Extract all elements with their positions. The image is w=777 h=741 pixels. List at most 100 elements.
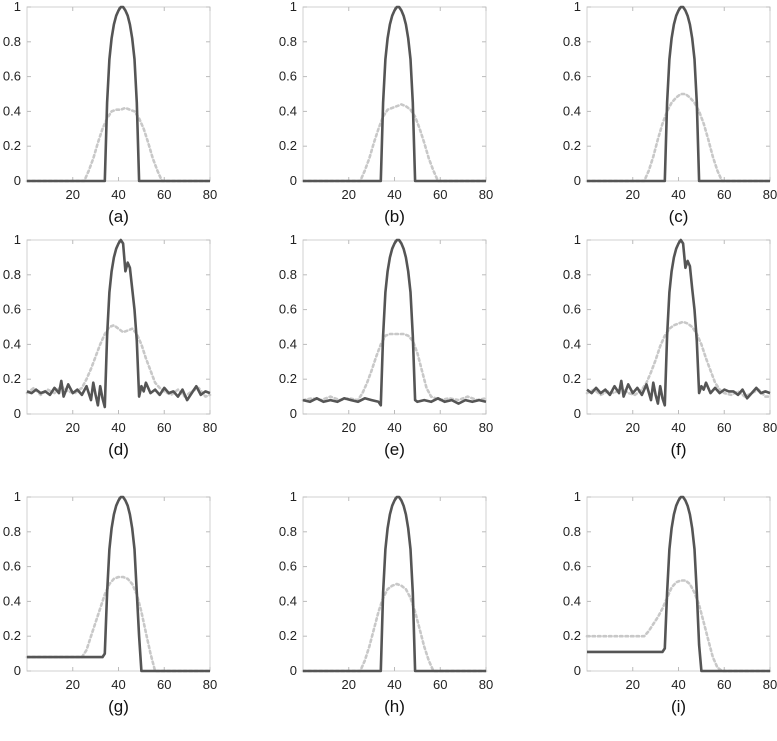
y-tick-label: 1 xyxy=(14,0,21,14)
y-tick-label: 0.8 xyxy=(3,267,21,282)
x-tick-label: 60 xyxy=(717,187,731,202)
x-tick-label: 20 xyxy=(66,677,80,692)
y-tick-label: 0.4 xyxy=(563,593,581,608)
y-tick-label: 0.4 xyxy=(563,103,581,118)
solid-series-line xyxy=(303,495,486,673)
y-tick-label: 0.4 xyxy=(279,336,297,351)
x-tick-label: 20 xyxy=(66,420,80,435)
y-tick-label: 0.2 xyxy=(563,138,581,153)
y-tick-label: 0.2 xyxy=(563,628,581,643)
plot-frame xyxy=(302,6,487,182)
panel-1: 0 0.2 0.4 0.6 0.8 1 20 40 60 80 (a) xyxy=(3,0,217,226)
dotted-series-line xyxy=(301,332,488,402)
x-tick-label: 80 xyxy=(763,187,777,202)
y-tick-label: 0.8 xyxy=(563,267,581,282)
panel-caption: (g) xyxy=(108,697,129,716)
y-tick-label: 0.2 xyxy=(3,628,21,643)
dotted-series-line xyxy=(585,92,772,183)
x-tick-label: 80 xyxy=(479,677,493,692)
x-tick-label: 20 xyxy=(342,420,356,435)
y-tick-label: 0.4 xyxy=(563,336,581,351)
y-tick-label: 0 xyxy=(14,663,21,678)
y-tick-label: 0.8 xyxy=(279,267,297,282)
panel-caption: (b) xyxy=(384,207,405,226)
plot-frame xyxy=(26,496,211,672)
y-tick-label: 0 xyxy=(574,173,581,188)
x-tick-label: 40 xyxy=(111,420,125,435)
x-tick-label: 40 xyxy=(671,187,685,202)
panel-2: 0 0.2 0.4 0.6 0.8 1 20 40 60 80 (b) xyxy=(279,0,493,226)
y-tick-label: 0.6 xyxy=(279,69,297,84)
y-tick-label: 0.8 xyxy=(3,34,21,49)
panel-caption: (f) xyxy=(670,440,686,459)
dotted-series-line xyxy=(301,103,488,183)
y-tick-label: 0.6 xyxy=(3,559,21,574)
x-tick-label: 20 xyxy=(342,187,356,202)
y-tick-label: 0 xyxy=(574,663,581,678)
y-tick-label: 0.4 xyxy=(3,336,21,351)
x-tick-label: 40 xyxy=(111,677,125,692)
x-tick-label: 40 xyxy=(671,677,685,692)
x-tick-label: 80 xyxy=(479,187,493,202)
y-tick-label: 0 xyxy=(290,663,297,678)
y-tick-label: 0.2 xyxy=(3,371,21,386)
solid-series-line xyxy=(27,5,210,183)
x-tick-label: 20 xyxy=(66,187,80,202)
panel-caption: (i) xyxy=(671,697,686,716)
y-tick-label: 0.2 xyxy=(3,138,21,153)
x-tick-label: 80 xyxy=(203,187,217,202)
dotted-series-line xyxy=(301,582,488,673)
plot-frame xyxy=(26,6,211,182)
solid-series-line xyxy=(586,238,771,407)
y-tick-label: 0.6 xyxy=(563,69,581,84)
y-tick-label: 0.2 xyxy=(563,371,581,386)
x-tick-label: 40 xyxy=(387,677,401,692)
x-tick-label: 80 xyxy=(763,677,777,692)
y-tick-label: 0.6 xyxy=(563,302,581,317)
y-tick-label: 0.4 xyxy=(279,593,297,608)
y-tick-label: 0.8 xyxy=(279,34,297,49)
y-tick-label: 0.2 xyxy=(279,138,297,153)
dotted-series-line xyxy=(25,575,212,673)
x-tick-label: 60 xyxy=(157,187,171,202)
y-tick-label: 0 xyxy=(290,406,297,421)
x-tick-label: 60 xyxy=(433,420,447,435)
dotted-series-line xyxy=(25,106,212,183)
x-tick-label: 80 xyxy=(203,677,217,692)
y-tick-label: 0.8 xyxy=(563,34,581,49)
x-tick-label: 20 xyxy=(626,677,640,692)
y-tick-label: 0 xyxy=(14,406,21,421)
y-tick-label: 0.4 xyxy=(279,103,297,118)
x-tick-label: 80 xyxy=(203,420,217,435)
y-tick-label: 1 xyxy=(574,0,581,14)
panel-caption: (a) xyxy=(108,207,129,226)
panel-4: 0 0.2 0.4 0.6 0.8 1 20 40 60 80 (d) xyxy=(3,232,217,459)
panel-caption: (e) xyxy=(384,440,405,459)
y-tick-label: 0.8 xyxy=(279,524,297,539)
solid-series-line xyxy=(302,238,487,407)
x-tick-label: 40 xyxy=(111,187,125,202)
panel-6: 0 0.2 0.4 0.6 0.8 1 20 40 60 80 (f) xyxy=(563,232,777,459)
panel-caption: (d) xyxy=(108,440,129,459)
plot-frame xyxy=(586,496,771,672)
x-tick-label: 20 xyxy=(626,420,640,435)
y-tick-label: 1 xyxy=(14,232,21,247)
y-tick-label: 0.6 xyxy=(279,559,297,574)
y-tick-label: 0.8 xyxy=(563,524,581,539)
panel-3: 0 0.2 0.4 0.6 0.8 1 20 40 60 80 (c) xyxy=(563,0,777,226)
y-tick-label: 1 xyxy=(290,489,297,504)
y-tick-label: 0.4 xyxy=(3,103,21,118)
plot-frame xyxy=(586,6,771,182)
panel-caption: (h) xyxy=(384,697,405,716)
solid-series-line xyxy=(587,5,770,183)
panel-caption: (c) xyxy=(669,207,689,226)
y-tick-label: 0.6 xyxy=(3,302,21,317)
y-tick-label: 0.2 xyxy=(279,628,297,643)
y-tick-label: 0 xyxy=(574,406,581,421)
panel-9: 0 0.2 0.4 0.6 0.8 1 20 40 60 80 (i) xyxy=(563,489,777,716)
y-tick-label: 1 xyxy=(290,0,297,14)
x-tick-label: 40 xyxy=(671,420,685,435)
x-tick-label: 60 xyxy=(157,677,171,692)
x-tick-label: 60 xyxy=(717,677,731,692)
